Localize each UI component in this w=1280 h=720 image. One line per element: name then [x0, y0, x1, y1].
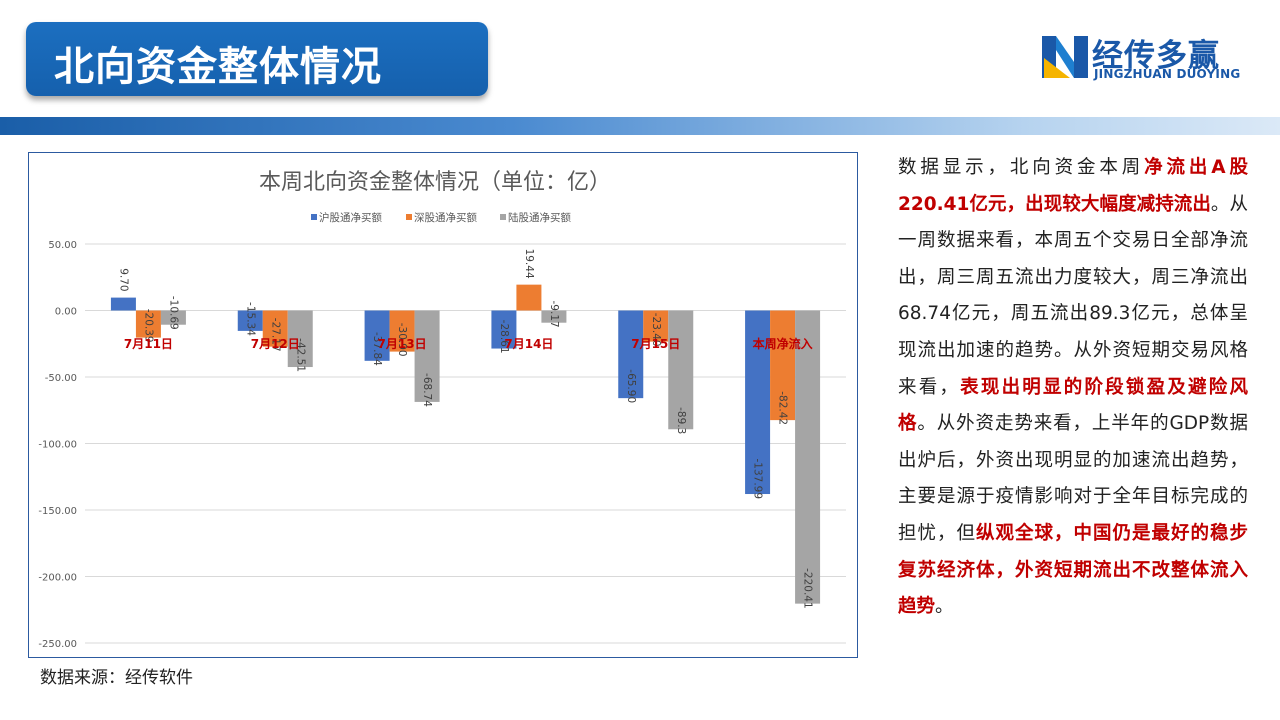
brand-subtitle: JINGZHUAN DUOYING [1094, 67, 1241, 81]
bar [668, 310, 694, 430]
analysis-sentence-2: 。从一周数据来看，本周五个交易日全部净流出，周三周五流出力度较大，周三净流出68… [898, 193, 1248, 398]
data-label: -30.90 [396, 323, 408, 357]
legend-swatch [311, 214, 317, 220]
analysis-highlight-2: 表现出明显的阶段锁盈及避险风格 [898, 376, 1248, 435]
data-label: 9.70 [117, 268, 129, 291]
bar [795, 310, 821, 604]
y-tick-label: -200.00 [38, 573, 77, 584]
data-label: -137.99 [752, 458, 764, 499]
title-banner [26, 22, 488, 96]
bar [643, 310, 669, 342]
bar [389, 310, 415, 352]
data-label: -42.51 [294, 338, 306, 372]
category-label: 7月12日 [251, 337, 300, 351]
analysis-text: 数据显示，北向资金本周净流出A股220.41亿元，出现较大幅度减持流出。从一周数… [898, 150, 1248, 626]
bar [541, 310, 567, 323]
page-title: 北向资金整体情况 [54, 44, 382, 90]
data-label: -220.41 [802, 568, 814, 609]
bar [770, 310, 796, 421]
analysis-highlight-1: 净流出A股220.41亿元，出现较大幅度减持流出 [898, 157, 1248, 215]
analysis-sentence-1: 数据显示，北向资金本周 [898, 157, 1145, 178]
bar [491, 310, 517, 349]
y-tick-label: 0.00 [55, 307, 77, 318]
legend-label: 陆股通净买额 [508, 211, 571, 224]
category-label: 7月15日 [631, 337, 680, 351]
data-label: -15.34 [244, 302, 256, 336]
data-source: 数据来源：经传软件 [40, 668, 193, 688]
category-label: 本周净流入 [753, 336, 813, 351]
legend-swatch [500, 214, 506, 220]
bar [160, 310, 186, 325]
bar [618, 310, 644, 399]
analysis-sentence-4: 。 [935, 596, 954, 618]
data-label: -28.61 [498, 320, 510, 354]
data-label: -82.42 [777, 391, 789, 425]
bar [516, 284, 542, 311]
y-tick-label: 50.00 [48, 240, 77, 251]
bar [364, 310, 390, 361]
brand-logo-icon [1042, 36, 1088, 78]
bar [745, 310, 771, 495]
data-label: -68.74 [421, 373, 433, 407]
bar [110, 297, 136, 311]
category-label: 7月13日 [378, 337, 427, 351]
data-label: 19.44 [523, 249, 535, 279]
data-label: -20.39 [142, 309, 154, 343]
data-label: -23.40 [650, 313, 662, 347]
analysis-sentence-3: 。从外资走势来看，上半年的GDP数据出炉后，外资出现明显的加速流出趋势，主要是源… [898, 413, 1248, 544]
legend-label: 沪股通净买额 [319, 211, 382, 224]
data-label: -89.3 [675, 407, 687, 434]
bar [135, 310, 161, 338]
data-label: -65.90 [625, 369, 637, 403]
data-label: -37.84 [371, 332, 383, 366]
chart-frame [28, 152, 858, 658]
bar [237, 310, 263, 331]
analysis-highlight-3: 纵观全球，中国仍是最好的稳步复苏经济体，外资短期流出不改整体流入趋势 [898, 522, 1248, 618]
y-tick-label: -150.00 [38, 506, 77, 517]
y-tick-label: -50.00 [45, 373, 77, 384]
bar [287, 310, 313, 368]
y-tick-label: -250.00 [38, 639, 77, 650]
data-label: -9.17 [548, 301, 560, 328]
y-tick-label: -100.00 [38, 440, 77, 451]
chart-title: 本周北向资金整体情况（单位：亿） [259, 170, 611, 195]
data-label: -10.69 [167, 296, 179, 330]
bar [262, 310, 288, 347]
bar [414, 310, 440, 402]
brand-name: 经传多赢 [1092, 38, 1220, 74]
header-divider-band [0, 117, 1280, 135]
legend-swatch [406, 214, 412, 220]
category-label: 7月11日 [124, 337, 173, 351]
category-label: 7月14日 [504, 337, 553, 351]
data-label: -27.17 [269, 318, 281, 352]
legend-label: 深股通净买额 [414, 211, 477, 224]
northbound-flow-chart: 本周北向资金整体情况（单位：亿） 沪股通净买额 深股通净买额 陆股通净买额 50.00 0… [38, 170, 846, 650]
